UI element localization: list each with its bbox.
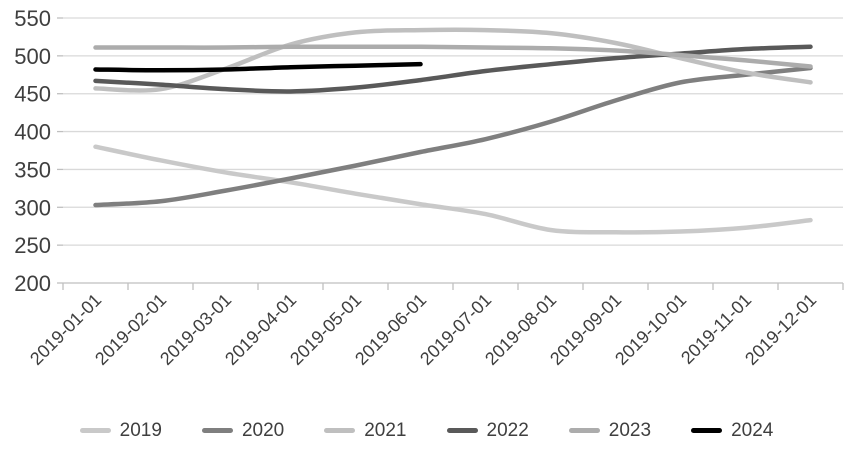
series-line-2019 xyxy=(93,144,813,235)
y-axis-tick-label: 250 xyxy=(14,233,51,258)
y-axis-tick-label: 500 xyxy=(14,44,51,69)
legend-swatch-2020 xyxy=(201,428,233,433)
y-axis-tick-label: 350 xyxy=(14,157,51,182)
legend-swatch-2019 xyxy=(79,428,111,433)
series-line-2020 xyxy=(93,65,813,208)
series-line-2022 xyxy=(93,44,813,94)
legend-label: 2019 xyxy=(119,420,162,441)
legend-item-2024: 2024 xyxy=(691,421,773,440)
legend-label: 2020 xyxy=(241,420,285,441)
legend-label: 2022 xyxy=(486,420,529,441)
y-axis-tick-label: 450 xyxy=(14,82,51,107)
legend-label: 2023 xyxy=(608,420,652,441)
series-line-2021 xyxy=(93,27,813,93)
y-axis-tick-label: 300 xyxy=(14,195,51,220)
legend-item-2020: 2020 xyxy=(201,420,285,441)
series-line-2023 xyxy=(93,44,813,69)
legend-item-2019: 2019 xyxy=(79,420,162,441)
chart-legend: 2019 2020 2021 2022 2023 2024 xyxy=(0,421,853,440)
legend-label: 2021 xyxy=(364,420,407,441)
y-axis-tick-label: 400 xyxy=(14,120,51,145)
y-axis-tick-label: 550 xyxy=(14,6,51,31)
series-lines xyxy=(93,27,813,235)
legend-item-2021: 2021 xyxy=(324,420,407,441)
axes xyxy=(57,17,844,290)
legend-swatch-2021 xyxy=(324,428,356,433)
legend-swatch-2024 xyxy=(691,428,723,433)
legend-swatch-2022 xyxy=(446,428,478,433)
legend-label: 2024 xyxy=(731,420,774,441)
series-line-2024 xyxy=(93,61,423,73)
y-axis-tick-label: 200 xyxy=(14,271,51,296)
legend-swatch-2023 xyxy=(568,428,600,433)
legend-item-2023: 2023 xyxy=(568,420,652,441)
legend-item-2022: 2022 xyxy=(446,420,529,441)
